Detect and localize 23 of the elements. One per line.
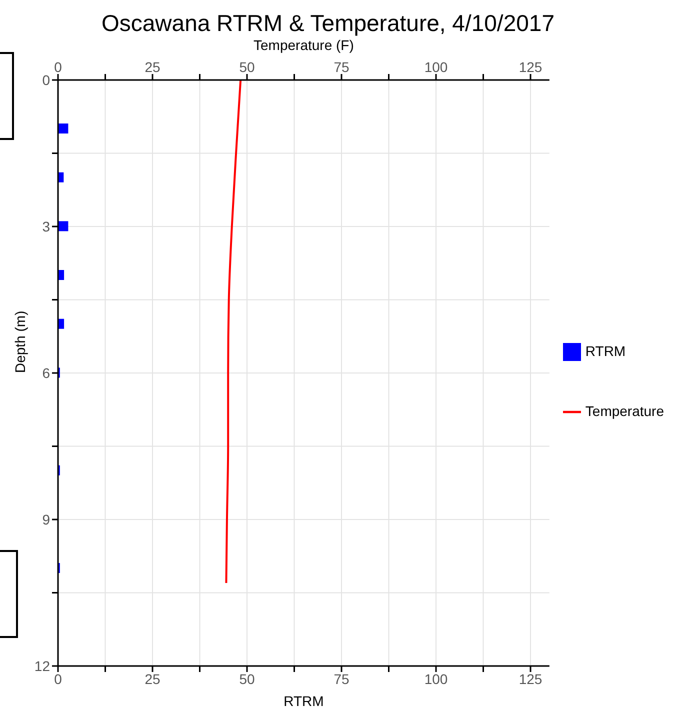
legend-label: Temperature <box>585 403 664 419</box>
y-tick-label: 9 <box>42 511 50 528</box>
y-tick-label: 0 <box>42 72 50 88</box>
x2-tick-label: 50 <box>239 59 255 75</box>
chart-title: Oscawana RTRM & Temperature, 4/10/2017 <box>100 10 556 37</box>
x2-tick-label: 0 <box>54 59 62 75</box>
y-tick-label: 6 <box>42 364 50 381</box>
x-tick-label: 75 <box>334 670 350 687</box>
x2-axis-title: Temperature (F) <box>254 36 354 53</box>
x-tick-label: 125 <box>518 670 542 687</box>
legend-label: RTRM <box>585 343 626 359</box>
x-tick-label: 100 <box>424 670 448 687</box>
x2-tick-label: 125 <box>518 59 542 75</box>
y-tick-label: 3 <box>42 218 50 234</box>
x-tick-label: 0 <box>54 670 62 687</box>
x2-tick-label: 75 <box>334 59 350 75</box>
y-axis-title: Depth (m) <box>12 310 28 373</box>
y-tick-label: 12 <box>34 658 50 674</box>
x-tick-label: 50 <box>239 670 255 687</box>
x2-tick-label: 100 <box>424 59 448 75</box>
x-tick-label: 25 <box>144 670 160 687</box>
x-axis-title: RTRM <box>284 693 324 709</box>
x2-tick-label: 25 <box>144 59 160 75</box>
